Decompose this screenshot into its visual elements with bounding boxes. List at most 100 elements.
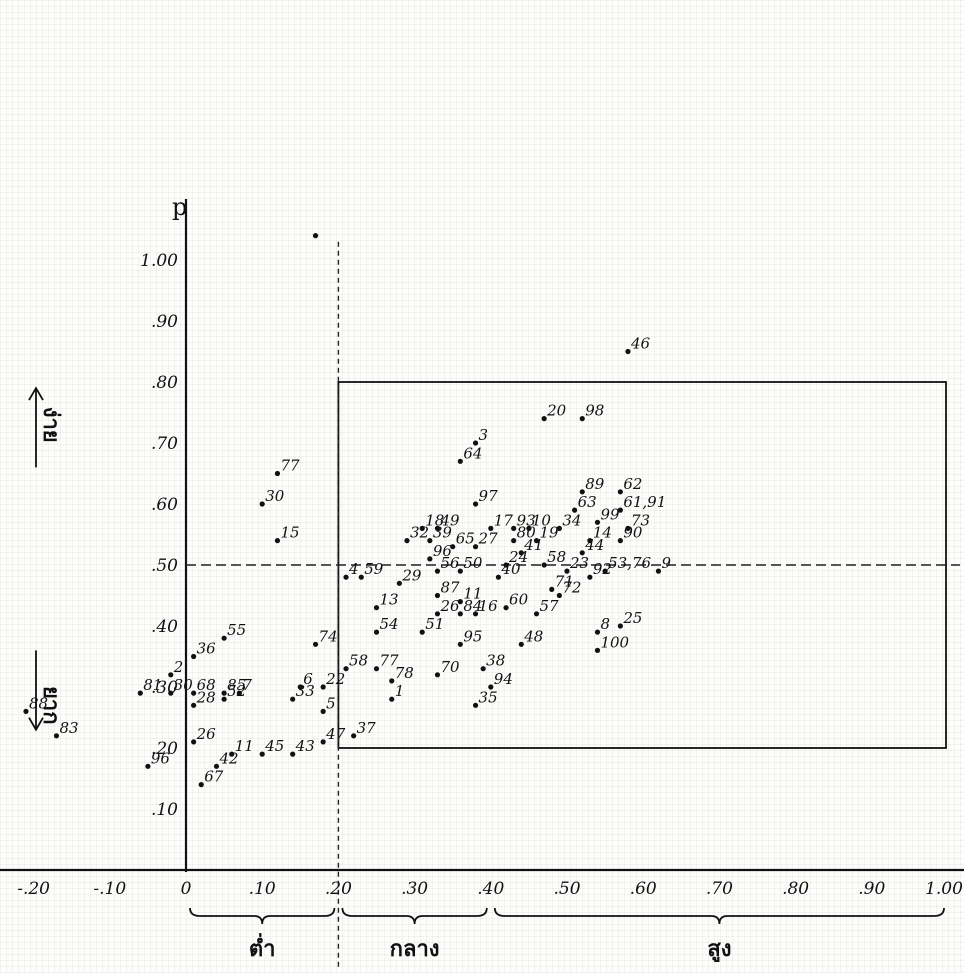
data-point-label: 83: [59, 719, 78, 737]
data-point-label: 33: [296, 682, 315, 700]
data-point-label: 73: [631, 511, 650, 529]
chart-frame: [0, 199, 964, 968]
data-point-label: 98: [585, 402, 604, 420]
data-point-label: 1: [395, 682, 405, 700]
data-point: [434, 592, 441, 599]
data-point-label: 10: [532, 511, 552, 529]
data-point-label: 9: [661, 554, 671, 572]
x-tick-label: .10: [249, 879, 276, 899]
up-arrow-head: [28, 386, 44, 401]
data-point: [434, 568, 441, 574]
data-point: [579, 550, 585, 556]
data-point: [457, 458, 463, 464]
data-point: [419, 629, 425, 635]
data-point: [617, 623, 623, 629]
data-point-label: 54: [380, 615, 399, 633]
data-point-label: 38: [486, 652, 505, 670]
data-point: [358, 574, 364, 580]
x-tick-label: .90: [858, 879, 885, 899]
data-point-label: 49: [439, 511, 460, 529]
data-point: [518, 550, 524, 556]
data-point-label: 2: [173, 658, 184, 676]
data-point-label: 5: [326, 694, 336, 712]
data-point: [427, 556, 433, 562]
data-point-label: 47: [325, 725, 346, 743]
data-point: [488, 684, 494, 690]
data-point: [625, 525, 631, 532]
data-point: [472, 440, 479, 446]
data-point: [511, 525, 517, 532]
y-tick-label: .60: [151, 495, 178, 515]
hard-direction-label: ยาก: [38, 686, 64, 725]
data-point-label: 28: [196, 688, 216, 706]
data-point-label: 89: [585, 475, 605, 493]
data-point: [503, 562, 509, 568]
data-point-label: 36: [197, 640, 217, 658]
data-point: [655, 568, 662, 574]
data-point-label: 63: [578, 493, 597, 511]
data-point: [488, 525, 494, 532]
data-point-label: 61,91: [623, 493, 666, 511]
data-point-label: 46: [630, 335, 651, 353]
data-point: [427, 538, 433, 544]
data-point-label: 94: [494, 670, 513, 688]
x-tick-label: 1.00: [925, 879, 963, 899]
data-point: [587, 574, 593, 580]
data-point-label: 84: [463, 597, 482, 615]
tick-labels: p 1.00 .90 .80 .70 .60 .50 .40 .30 .20 .10 -.20 -.10…: [17, 193, 963, 899]
data-point-label: 90: [623, 524, 643, 542]
data-point-label: 92: [593, 560, 612, 578]
data-point-label: 100: [600, 633, 629, 651]
data-point: [541, 416, 547, 422]
data-point: [343, 666, 349, 672]
data-point-label: 11: [463, 585, 482, 603]
data-point: [373, 605, 380, 611]
data-point-label: 48: [523, 627, 543, 645]
data-point-label: 99: [600, 505, 620, 523]
data-point-label: 62: [623, 475, 642, 493]
data-point: [533, 611, 540, 617]
data-point-label: 45: [264, 737, 284, 755]
data-point-label: 59: [364, 560, 384, 578]
data-point-label: 56: [440, 554, 460, 572]
data-point-label: 58: [349, 652, 368, 670]
data-point: [404, 538, 410, 544]
data-point-label: 18: [425, 511, 444, 529]
data-point: [457, 568, 463, 574]
x-tick-label: .80: [782, 879, 809, 899]
data-point: [168, 690, 174, 696]
down-arrow-head: [28, 717, 44, 732]
data-point-label: 44: [584, 536, 604, 554]
data-point-label: 30: [174, 676, 194, 694]
x-group-label: กลาง: [390, 936, 440, 962]
y-tick-label: 1.00: [140, 251, 178, 271]
data-point: [137, 690, 143, 696]
x-tick-label: .30: [401, 879, 428, 899]
y-tick-label: .50: [151, 556, 178, 576]
x-tick-label: .20: [325, 879, 352, 899]
data-point-label: 20: [546, 402, 567, 420]
data-point: [602, 568, 608, 574]
data-point-label: 52: [227, 682, 246, 700]
data-point: [53, 733, 60, 739]
data-point: [572, 507, 578, 513]
easy-direction-label: ง่าย: [38, 407, 64, 443]
data-point: [549, 586, 555, 593]
data-point-label: 77: [280, 457, 300, 475]
data-point: [290, 696, 296, 702]
data-point: [320, 739, 326, 745]
data-point: [389, 696, 395, 702]
x-group-brackets: ต่ำ กลาง สูง: [189, 907, 945, 963]
data-point: [198, 782, 204, 788]
data-point-label: 16: [479, 597, 499, 615]
data-point: [145, 763, 151, 769]
data-point: [168, 672, 174, 678]
data-point-label: 53,76: [608, 554, 651, 572]
data-point-label: 11: [235, 737, 254, 755]
x-tick-label: .70: [706, 879, 733, 899]
data-point: [472, 611, 479, 617]
y-tick-label: .80: [151, 373, 178, 393]
data-point-label: 27: [478, 530, 499, 548]
y-tick-label: .90: [151, 312, 178, 332]
